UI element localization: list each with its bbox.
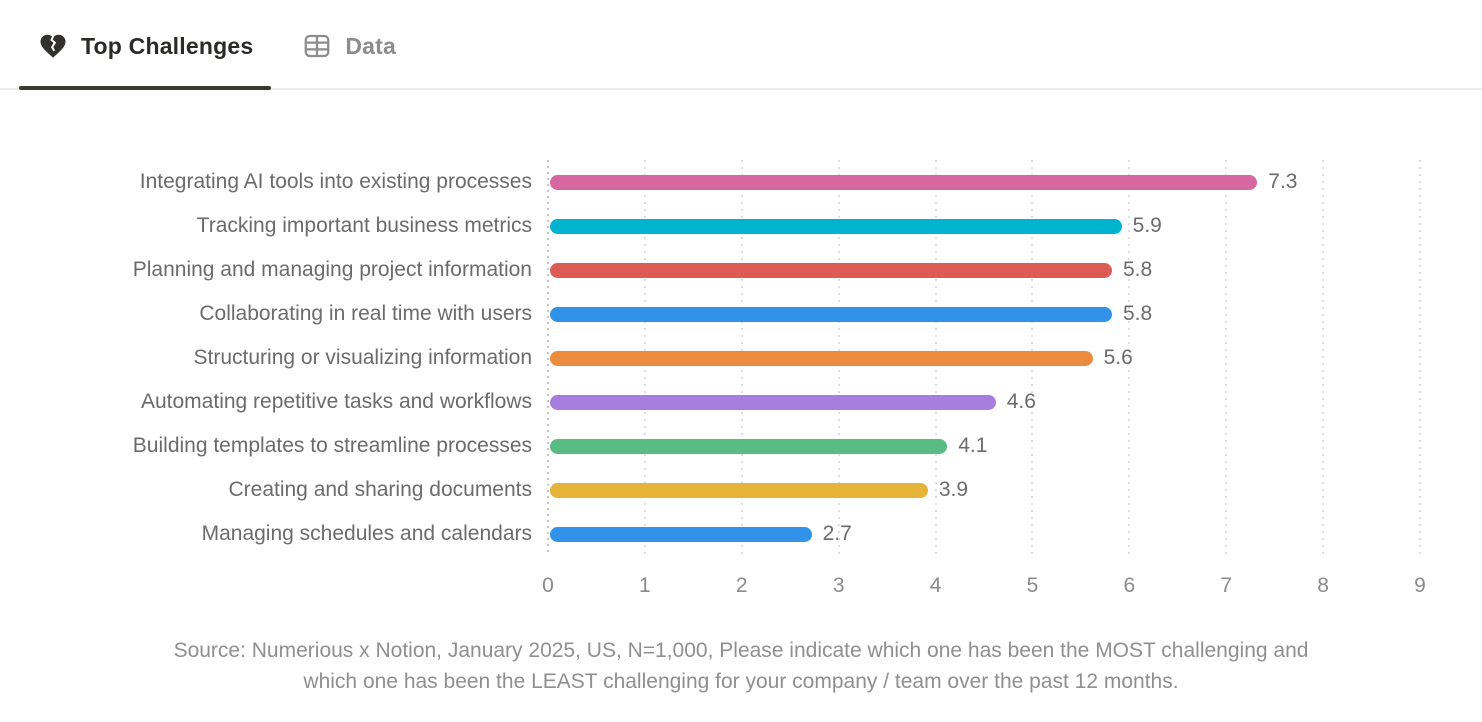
bar[interactable]	[550, 482, 928, 498]
category-label: Tracking important business metrics	[196, 214, 532, 237]
gridline	[1128, 160, 1131, 556]
bar-row: 3.9	[548, 468, 1420, 512]
x-tick-label: 9	[1414, 574, 1426, 597]
source-caption: Source: Numerious x Notion, January 2025…	[0, 636, 1482, 697]
tab-data[interactable]: Data	[283, 0, 414, 88]
bar[interactable]	[550, 306, 1112, 322]
bar-value-label: 2.7	[822, 522, 852, 545]
gridline	[1322, 160, 1325, 556]
table-icon	[302, 31, 332, 61]
bar[interactable]	[550, 218, 1122, 234]
bar-value-label: 4.6	[1006, 390, 1036, 413]
bar-value-label: 7.3	[1268, 170, 1298, 193]
category-label: Building templates to streamline process…	[132, 434, 532, 457]
source-line-2: which one has been the LEAST challenging…	[303, 669, 1179, 693]
plot-area: 7.3 5.9 5.8 5.8 5.6 4.6 4.1 3.9 2.7	[547, 160, 1421, 556]
gridline	[1419, 160, 1421, 556]
bar[interactable]	[550, 174, 1258, 190]
x-tick-label: 7	[1220, 574, 1233, 597]
category-label: Integrating AI tools into existing proce…	[139, 170, 532, 193]
bar-row: 5.8	[548, 248, 1420, 292]
category-label: Collaborating in real time with users	[199, 302, 532, 325]
x-axis: 0 1 2 3 4 5 6 7 8 9	[542, 574, 1426, 602]
bar[interactable]	[550, 394, 996, 410]
bar-row: 7.3	[548, 160, 1420, 204]
source-line-1: Source: Numerious x Notion, January 2025…	[173, 639, 1309, 662]
tab-top-challenges[interactable]: Top Challenges	[19, 0, 272, 90]
bar-value-label: 4.1	[958, 434, 988, 457]
bar-row: 5.6	[548, 336, 1420, 380]
gridline	[1225, 160, 1228, 556]
x-tick-label: 3	[832, 574, 845, 597]
bar[interactable]	[550, 438, 948, 454]
broken-heart-icon	[38, 31, 68, 61]
x-tick-label: 1	[639, 574, 651, 597]
category-label: Automating repetitive tasks and workflow…	[140, 390, 532, 413]
bar[interactable]	[550, 262, 1112, 278]
tab-bar: Top Challenges Data	[0, 0, 1482, 90]
x-tick-label: 4	[929, 574, 942, 597]
bar-row: 4.1	[548, 424, 1420, 468]
bar-value-label: 3.9	[938, 478, 969, 501]
bar-value-label: 5.8	[1122, 258, 1153, 281]
bar-row: 2.7	[548, 512, 1420, 556]
x-tick-label: 5	[1026, 574, 1039, 597]
bar[interactable]	[550, 526, 812, 542]
x-tick-label: 2	[735, 574, 748, 597]
x-tick-label: 6	[1123, 574, 1136, 597]
bar-row: 4.6	[548, 380, 1420, 424]
category-label: Planning and managing project informatio…	[132, 258, 532, 281]
x-tick-label: 0	[542, 574, 554, 597]
category-label: Structuring or visualizing information	[193, 346, 532, 369]
bar[interactable]	[550, 350, 1093, 366]
bar-chart: Integrating AI tools into existing proce…	[0, 160, 1482, 602]
bar-row: 5.9	[548, 204, 1420, 248]
bar-value-label: 5.6	[1103, 346, 1133, 369]
bar-row: 5.8	[548, 292, 1420, 336]
tab-label-data: Data	[345, 32, 396, 59]
bar-value-label: 5.8	[1122, 302, 1153, 325]
y-axis-line	[547, 160, 549, 556]
category-label: Managing schedules and calendars	[201, 522, 532, 545]
category-label: Creating and sharing documents	[228, 478, 532, 501]
x-tick-label: 8	[1317, 574, 1329, 597]
tab-label-top-challenges: Top Challenges	[81, 32, 254, 59]
category-labels: Integrating AI tools into existing proce…	[0, 160, 548, 556]
bar-value-label: 5.9	[1132, 214, 1162, 237]
